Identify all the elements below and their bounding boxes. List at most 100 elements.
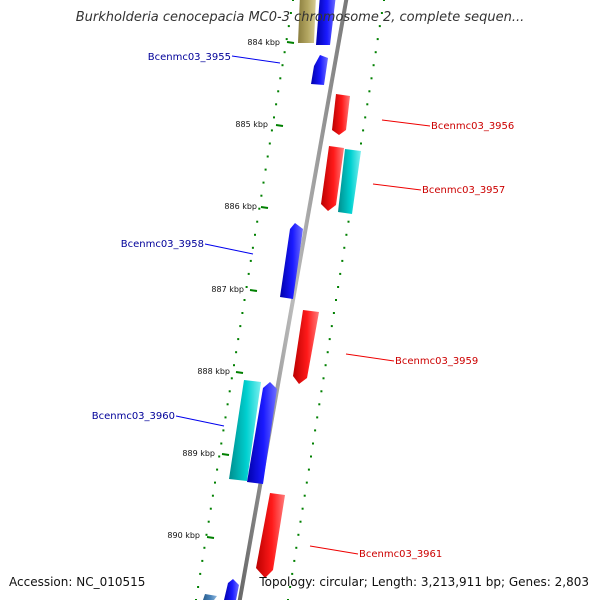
gene-bcenmc03-3959 [293,310,319,384]
gene-bcenmc03-3957-red [321,146,344,211]
track-dot [287,25,290,28]
track-dot [197,586,200,588]
track-dot [205,533,208,536]
track-dot [347,220,350,223]
track-dot [383,0,385,1]
track-dot [372,64,375,67]
tick-887 [249,289,258,292]
gene-bcenmc03-3956 [332,94,350,135]
tick-886 [260,206,269,209]
track-dot [260,194,263,197]
track-dot [220,442,223,445]
chromosome-backbone [237,0,349,600]
right-track-dots [287,0,385,600]
track-dot [312,442,314,445]
gene-features [203,0,361,600]
gene-bcenmc03-3958 [280,223,303,299]
gene-bcenmc03-3957-rna [338,149,361,214]
track-dot [277,90,280,93]
track-dot [281,64,284,67]
gene-label-bcenmc03-3955[interactable]: Bcenmc03_3955 [148,52,231,63]
track-dot [326,351,329,354]
track-dot [273,116,275,119]
track-dot [380,12,383,14]
scale-label: 888 kbp [197,367,230,376]
scale-label: 886 kbp [224,202,257,211]
gene-label-bcenmc03-3961[interactable]: Bcenmc03_3961 [359,549,442,560]
track-dot [330,325,333,328]
track-dot [226,403,229,406]
track-dot [343,246,346,249]
track-dot [368,90,371,93]
gene-blue-bottom [224,579,239,600]
gene-blue-top [316,0,336,45]
gene-bcenmc03-3955 [311,55,328,85]
gene-label-leaders [175,55,431,555]
topology-text: Topology: circular; Length: 3,213,911 bp… [259,575,589,589]
track-dot [378,25,381,28]
track-dot [337,286,340,288]
gene-steel-bottom [203,594,217,600]
track-dot [303,494,306,497]
track-dot [324,364,327,367]
track-dot [222,429,225,432]
scale-label: 884 kbp [247,38,280,47]
track-dot [216,468,219,471]
track-dot [203,546,206,549]
track-dot [332,312,335,314]
track-dot [224,416,227,419]
leader-3960 [175,415,225,427]
track-dot [264,168,267,171]
leader-3961 [309,545,359,555]
track-dot [341,259,344,262]
gene-label-bcenmc03-3957[interactable]: Bcenmc03_3957 [422,185,505,196]
track-dot [289,586,292,588]
gene-label-bcenmc03-3958[interactable]: Bcenmc03_3958 [121,239,204,250]
track-dot [370,77,373,80]
scale-ticks [206,41,295,539]
track-dot [362,129,365,132]
track-dot [249,259,252,262]
leader-3955 [231,55,281,64]
track-dot [293,559,296,562]
track-dot [230,377,233,380]
track-dot [279,77,282,80]
track-dot [318,403,321,406]
track-dot [335,299,337,301]
track-dot [364,116,367,119]
track-dot [262,181,265,184]
track-dot [305,481,308,484]
track-dot [328,338,331,341]
track-dot [251,246,254,249]
scale-label: 889 kbp [182,449,215,458]
track-dot [285,38,288,41]
left-track-dots [195,0,294,600]
track-dot [201,559,204,562]
tick-889 [221,453,230,456]
track-dot [292,0,294,1]
track-dot [258,207,261,210]
track-dot [270,129,273,132]
track-dot [247,272,250,275]
track-dot [301,507,304,510]
gene-label-bcenmc03-3959[interactable]: Bcenmc03_3959 [395,356,478,367]
track-dot [316,416,319,419]
tick-885 [275,124,284,127]
track-dot [239,325,242,328]
track-dot [241,312,244,314]
scale-label: 890 kbp [167,531,200,540]
track-dot [299,520,302,523]
gene-label-bcenmc03-3960[interactable]: Bcenmc03_3960 [92,411,175,422]
track-dot [295,546,298,549]
track-dot [374,51,377,54]
accession-text: Accession: NC_010515 [9,575,146,589]
track-dot [360,142,362,145]
track-dot [237,338,240,341]
scale-label: 885 kbp [235,120,268,129]
leader-3956 [381,119,431,127]
track-dot [233,364,235,367]
track-dot [366,103,369,106]
gene-label-bcenmc03-3956[interactable]: Bcenmc03_3956 [431,121,514,132]
track-dot [310,455,312,458]
scale-labels: 884 kbp 885 kbp 886 kbp 887 kbp 888 kbp … [167,38,280,540]
